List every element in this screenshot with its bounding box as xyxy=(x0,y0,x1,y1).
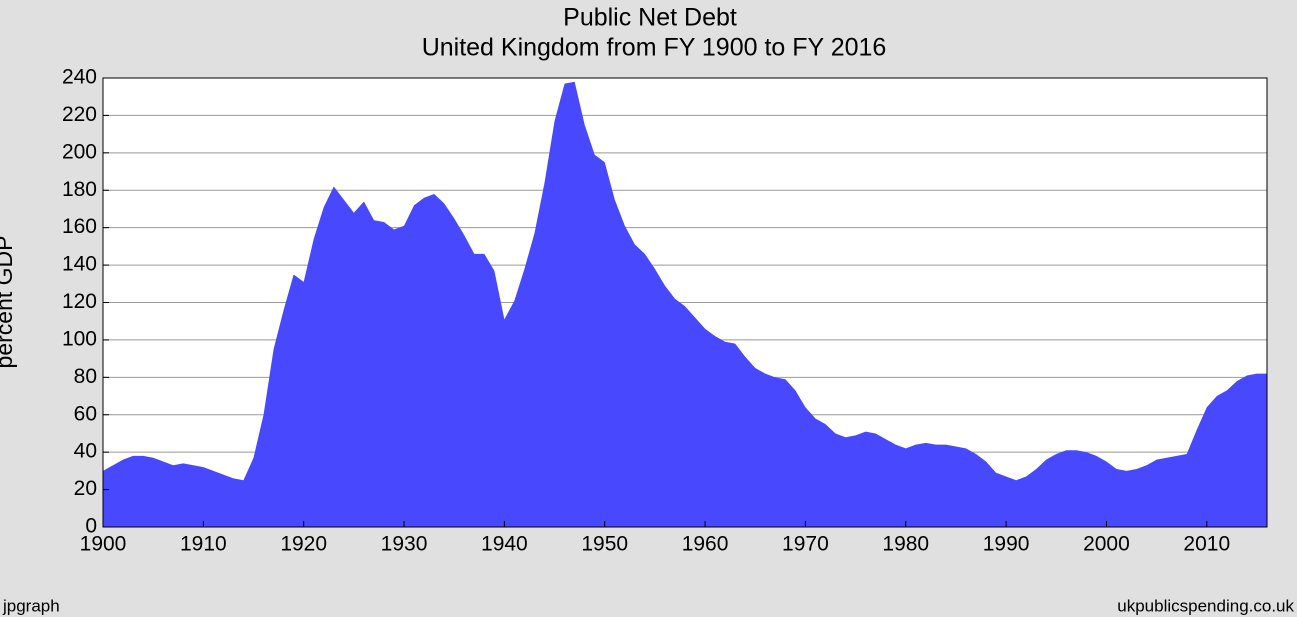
x-tick-label: 1980 xyxy=(882,533,929,556)
x-tick-label: 1910 xyxy=(180,533,227,556)
y-axis-label: percent GDP xyxy=(0,236,17,369)
y-tick-label: 20 xyxy=(74,477,97,500)
chart-subtitle: United Kingdom from FY 1900 to FY 2016 xyxy=(422,34,887,62)
y-tick-label: 220 xyxy=(62,103,97,126)
y-tick-label: 200 xyxy=(62,140,97,163)
y-tick-label: 40 xyxy=(74,440,97,463)
x-tick-label: 1930 xyxy=(381,533,428,556)
x-tick-label: 1970 xyxy=(782,533,829,556)
x-tick-label: 1920 xyxy=(280,533,327,556)
footer-right: ukpublicspending.co.uk xyxy=(1117,596,1294,615)
chart-title: Public Net Debt xyxy=(563,4,737,32)
y-tick-label: 80 xyxy=(74,365,97,388)
x-tick-label: 2010 xyxy=(1183,533,1230,556)
x-tick-label: 1990 xyxy=(983,533,1030,556)
x-tick-label: 1900 xyxy=(80,533,127,556)
y-tick-label: 240 xyxy=(62,66,97,89)
y-tick-label: 120 xyxy=(62,290,97,313)
y-tick-label: 60 xyxy=(74,402,97,425)
x-tick-label: 1960 xyxy=(682,533,729,556)
y-tick-label: 100 xyxy=(62,327,97,350)
y-tick-label: 160 xyxy=(62,215,97,238)
area xyxy=(103,81,1267,527)
x-tick-label: 1940 xyxy=(481,533,528,556)
y-tick-label: 0 xyxy=(85,515,97,538)
x-tick-label: 2000 xyxy=(1083,533,1130,556)
x-tick-label: 1950 xyxy=(581,533,628,556)
y-tick-label: 140 xyxy=(62,253,97,276)
footer-left: jpgraph xyxy=(2,596,60,615)
y-tick-label: 180 xyxy=(62,178,97,201)
